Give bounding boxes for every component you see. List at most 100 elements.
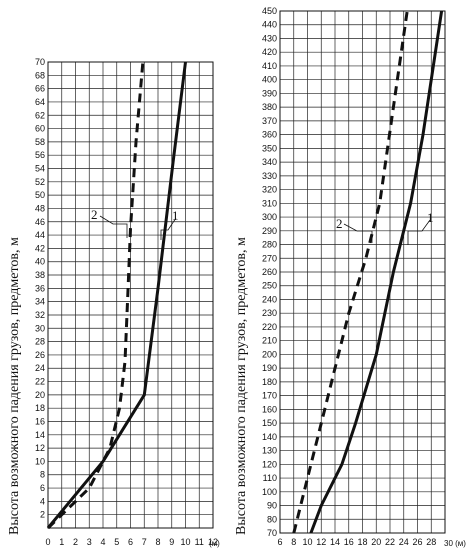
y-tick-label: 210 — [262, 336, 277, 346]
y-tick-label: 36 — [35, 283, 45, 293]
y-tick-label: 380 — [262, 102, 277, 112]
series-line-1 — [46, 61, 187, 529]
leader-line-1-right — [407, 219, 431, 245]
y-tick-label: 22 — [35, 377, 45, 387]
plot-frame — [279, 10, 446, 534]
x-tick-label: 2 — [73, 537, 78, 547]
y-tick-label: 28 — [35, 337, 45, 347]
y-tick-label: 24 — [35, 363, 45, 373]
series-line-2 — [46, 61, 145, 530]
x-tick-label: 0 — [45, 537, 50, 547]
y-tick-label: 44 — [35, 230, 45, 240]
plot-frame — [47, 61, 214, 529]
x-tick-labels-right: 6 8 10 12 14 16 18 20 22 24 26 28 — [277, 537, 436, 547]
y-tick-label: 280 — [262, 240, 277, 250]
y-tick-label: 450 — [262, 6, 277, 16]
y-tick-label: 68 — [35, 70, 45, 80]
x-tick-label: 6 — [277, 537, 282, 547]
series-left — [46, 61, 187, 530]
curve-label-1-left: 1 — [172, 208, 179, 223]
y-tick-label: 400 — [262, 75, 277, 85]
y-tick-label: 390 — [262, 88, 277, 98]
x-tick-label: 14 — [330, 537, 340, 547]
y-tick-label: 54 — [35, 164, 45, 174]
y-tick-label: 18 — [35, 403, 45, 413]
y-tick-label: 56 — [35, 150, 45, 160]
x-unit-left: (м) — [209, 539, 220, 548]
y-tick-label: 2 — [40, 510, 45, 520]
y-tick-labels-left: 2468101214161820222426283032343638404244… — [35, 57, 45, 520]
y-tick-label: 350 — [262, 143, 277, 153]
y-tick-label: 220 — [262, 322, 277, 332]
x-tick-label: 20 — [371, 537, 381, 547]
y-tick-label: 48 — [35, 203, 45, 213]
x-tick-label: 18 — [357, 537, 367, 547]
y-tick-label: 340 — [262, 157, 277, 167]
series-right — [292, 10, 444, 534]
y-axis-label-right: Высота возможного падения грузов, предме… — [234, 237, 249, 535]
y-tick-label: 20 — [35, 390, 45, 400]
series-line-1 — [309, 10, 444, 534]
x-tick-label: 3 — [87, 537, 92, 547]
y-tick-label: 42 — [35, 243, 45, 253]
curve-label-2-left: 2 — [91, 207, 98, 222]
y-tick-label: 110 — [263, 473, 277, 483]
x-tick-label: 22 — [385, 537, 395, 547]
y-tick-label: 200 — [262, 349, 277, 359]
y-tick-label: 26 — [35, 350, 45, 360]
x-tick-label: 12 — [316, 537, 326, 547]
y-tick-label: 160 — [262, 404, 277, 414]
grid-left — [47, 61, 214, 529]
y-tick-label: 66 — [35, 84, 45, 94]
series-line-2 — [292, 10, 409, 534]
y-tick-label: 8 — [40, 470, 45, 480]
y-axis-label-left: Высота возможного падения грузов, предме… — [7, 237, 22, 535]
y-tick-label: 12 — [35, 443, 45, 453]
y-tick-label: 310 — [262, 198, 277, 208]
callouts-right: 2 1 — [336, 210, 434, 245]
y-tick-label: 150 — [262, 418, 277, 428]
y-tick-label: 6 — [40, 483, 45, 493]
x-tick-label: 5 — [114, 537, 119, 547]
y-tick-label: 320 — [262, 185, 277, 195]
x-tick-label: 24 — [399, 537, 409, 547]
y-tick-label: 4 — [40, 496, 45, 506]
x-tick-label: 26 — [412, 537, 422, 547]
y-tick-label: 430 — [262, 33, 277, 43]
y-tick-label: 180 — [262, 377, 277, 387]
leader-line-2-right — [343, 223, 373, 243]
leader-line-1-left — [160, 217, 177, 240]
y-tick-label: 190 — [262, 363, 277, 373]
grid-right — [279, 10, 446, 534]
y-tick-label: 130 — [262, 446, 277, 456]
y-tick-label: 290 — [262, 226, 277, 236]
y-tick-label: 90 — [267, 501, 277, 511]
y-tick-label: 34 — [35, 297, 45, 307]
y-tick-label: 14 — [35, 430, 45, 440]
x-tick-label: 28 — [426, 537, 436, 547]
y-tick-label: 80 — [267, 514, 277, 524]
curve-label-1-right: 1 — [427, 210, 434, 225]
x-tick-label: 1 — [59, 537, 64, 547]
curve-label-2-right: 2 — [336, 216, 343, 231]
x-tick-label: 6 — [128, 537, 133, 547]
y-tick-label: 100 — [262, 487, 277, 497]
x-unit-right: 30 (м) — [444, 539, 466, 548]
x-tick-label: 11 — [195, 537, 204, 547]
x-tick-label: 10 — [302, 537, 312, 547]
y-tick-label: 62 — [35, 110, 45, 120]
x-tick-labels-left: 0 1 2 3 4 5 6 7 8 9 10 11 12 — [45, 537, 218, 547]
y-tick-label: 330 — [262, 171, 277, 181]
y-tick-label: 420 — [262, 47, 277, 57]
y-tick-label: 38 — [35, 270, 45, 280]
x-tick-label: 9 — [169, 537, 174, 547]
y-tick-label: 360 — [262, 130, 277, 140]
y-tick-label: 250 — [262, 281, 277, 291]
chart-left: 2468101214161820222426283032343638404244… — [7, 57, 220, 548]
y-tick-label: 10 — [35, 456, 45, 466]
y-tick-label: 70 — [35, 57, 45, 67]
y-tick-label: 170 — [262, 391, 277, 401]
leader-line-2-left — [99, 215, 128, 238]
x-tick-label: 7 — [142, 537, 147, 547]
